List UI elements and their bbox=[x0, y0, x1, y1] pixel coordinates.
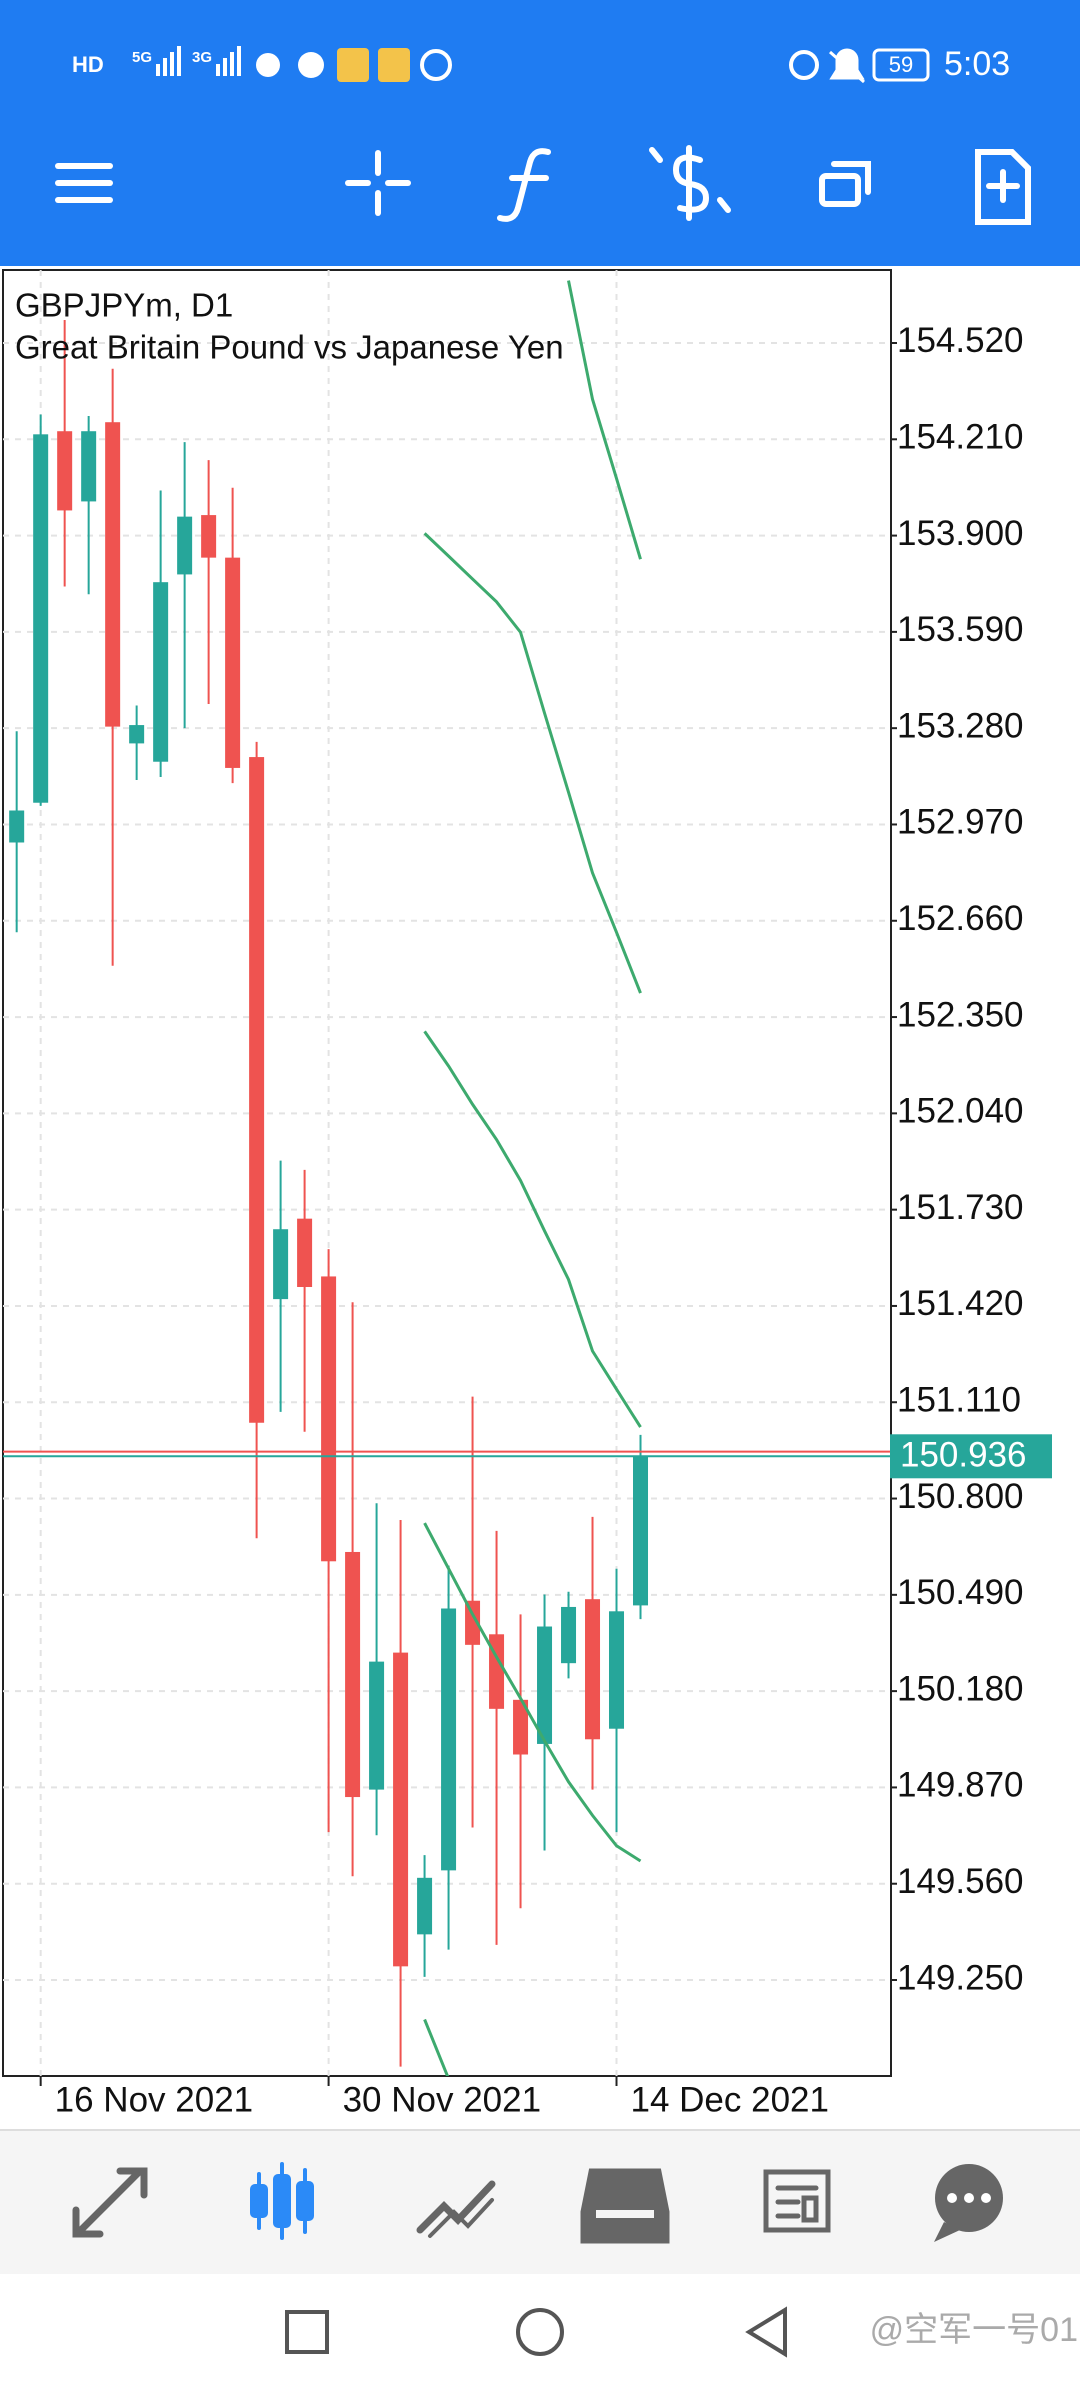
y-tick-label: 151.730 bbox=[897, 1188, 1024, 1227]
x-tick-label: 14 Dec 2021 bbox=[631, 2080, 829, 2119]
candle-body bbox=[33, 434, 49, 803]
candle-body bbox=[345, 1551, 361, 1798]
candle-body bbox=[537, 1626, 553, 1744]
candle-body bbox=[561, 1606, 577, 1664]
toolbar bbox=[55, 145, 1031, 225]
y-tick-label: 150.800 bbox=[897, 1477, 1024, 1516]
candle-body bbox=[201, 515, 217, 558]
status-left: HD 5G 3G bbox=[72, 46, 452, 82]
x-tick-label: 30 Nov 2021 bbox=[343, 2080, 541, 2119]
candle-body bbox=[441, 1608, 457, 1871]
recents-button[interactable] bbox=[285, 2310, 329, 2354]
candle-body bbox=[321, 1276, 337, 1562]
indicator-line bbox=[423, 532, 642, 994]
candle-body bbox=[465, 1600, 481, 1645]
candle-body bbox=[393, 1652, 409, 1967]
y-tick-label: 153.900 bbox=[897, 514, 1024, 553]
candle-body bbox=[129, 725, 145, 744]
status-icon bbox=[378, 48, 410, 82]
chart-tab[interactable] bbox=[250, 2162, 314, 2240]
y-tick-label: 152.970 bbox=[897, 803, 1024, 842]
net-5g: 5G bbox=[132, 49, 152, 66]
candle-body bbox=[633, 1456, 649, 1606]
candle-body bbox=[609, 1611, 625, 1729]
y-tick-label: 153.590 bbox=[897, 610, 1024, 649]
y-tick-label: 151.110 bbox=[897, 1380, 1021, 1419]
candle-body bbox=[105, 422, 121, 727]
mute-icon bbox=[829, 48, 865, 84]
clock: 5:03 bbox=[944, 45, 1010, 83]
status-right: 59 5:03 bbox=[789, 45, 1010, 84]
y-tick-label: 153.280 bbox=[897, 706, 1024, 745]
crosshair-button[interactable] bbox=[345, 150, 411, 216]
candle-body bbox=[513, 1699, 529, 1755]
header-bar bbox=[0, 0, 1080, 266]
indicators-button[interactable] bbox=[497, 148, 551, 222]
status-icon bbox=[298, 52, 324, 78]
new-order-button[interactable] bbox=[975, 149, 1031, 225]
indicator-line bbox=[567, 280, 642, 560]
y-tick-label: 150.490 bbox=[897, 1573, 1024, 1612]
quotes-tab[interactable] bbox=[72, 2167, 148, 2238]
candle-body bbox=[177, 516, 193, 575]
candle-body bbox=[153, 582, 169, 762]
bottom-nav bbox=[0, 2130, 1080, 2274]
back-button[interactable] bbox=[745, 2306, 787, 2358]
y-tick-label: 152.350 bbox=[897, 995, 1024, 1034]
candle-body bbox=[9, 810, 25, 843]
history-tab[interactable] bbox=[580, 2168, 670, 2244]
x-tick-label: 16 Nov 2021 bbox=[55, 2080, 253, 2119]
indicator-line bbox=[423, 1522, 642, 1863]
y-tick-label: 154.210 bbox=[897, 418, 1024, 457]
y-tick-label: 152.040 bbox=[897, 1092, 1024, 1131]
trade-button[interactable] bbox=[649, 145, 731, 221]
watermark: @空军一号01 bbox=[870, 2311, 1078, 2349]
alarm-icon bbox=[789, 50, 819, 80]
trade-tab[interactable] bbox=[416, 2180, 496, 2238]
status-icon bbox=[337, 48, 369, 82]
system-nav bbox=[285, 2306, 787, 2358]
indicator-line bbox=[423, 1030, 642, 1428]
candle-body bbox=[369, 1661, 385, 1790]
y-tick-label: 149.250 bbox=[897, 1958, 1024, 1997]
y-tick-label: 151.420 bbox=[897, 1284, 1024, 1323]
candle-body bbox=[273, 1229, 289, 1300]
home-button[interactable] bbox=[516, 2308, 564, 2356]
battery-icon bbox=[872, 48, 930, 82]
menu-button[interactable] bbox=[55, 163, 113, 203]
price-label: 150.936 bbox=[900, 1436, 1027, 1475]
candle-body bbox=[57, 431, 73, 511]
y-tick-label: 154.520 bbox=[897, 321, 1024, 360]
y-tick-label: 150.180 bbox=[897, 1669, 1024, 1708]
chart-title: GBPJPYm, D1 bbox=[15, 287, 233, 324]
nav-icons bbox=[72, 2162, 1003, 2244]
chat-tab[interactable] bbox=[934, 2164, 1003, 2242]
net-hd: HD bbox=[72, 52, 104, 77]
net-3g: 3G bbox=[192, 49, 212, 66]
y-tick-label: 149.560 bbox=[897, 1862, 1024, 1901]
candle-body bbox=[585, 1599, 601, 1740]
candle-body bbox=[225, 557, 241, 768]
price-label-box bbox=[890, 1434, 1052, 1479]
status-icon bbox=[420, 49, 452, 81]
status-icon bbox=[256, 53, 280, 77]
candle-body bbox=[417, 1877, 433, 1935]
plot-area bbox=[3, 270, 891, 2076]
chart-subtitle: Great Britain Pound vs Japanese Yen bbox=[15, 329, 564, 366]
windows-button[interactable] bbox=[819, 161, 871, 207]
candle-body bbox=[297, 1218, 313, 1288]
news-tab[interactable] bbox=[763, 2169, 831, 2233]
signal-icons bbox=[156, 46, 241, 76]
indicator-line bbox=[423, 2018, 450, 2076]
chart: 154.520 154.210 153.900 153.590 153.280 152.9… bbox=[3, 270, 1052, 2119]
y-tick-label: 152.660 bbox=[897, 899, 1024, 938]
battery-level: 59 bbox=[889, 52, 913, 77]
candle-body bbox=[249, 757, 265, 1423]
candle-body bbox=[81, 431, 97, 502]
y-tick-label: 149.870 bbox=[897, 1766, 1024, 1805]
